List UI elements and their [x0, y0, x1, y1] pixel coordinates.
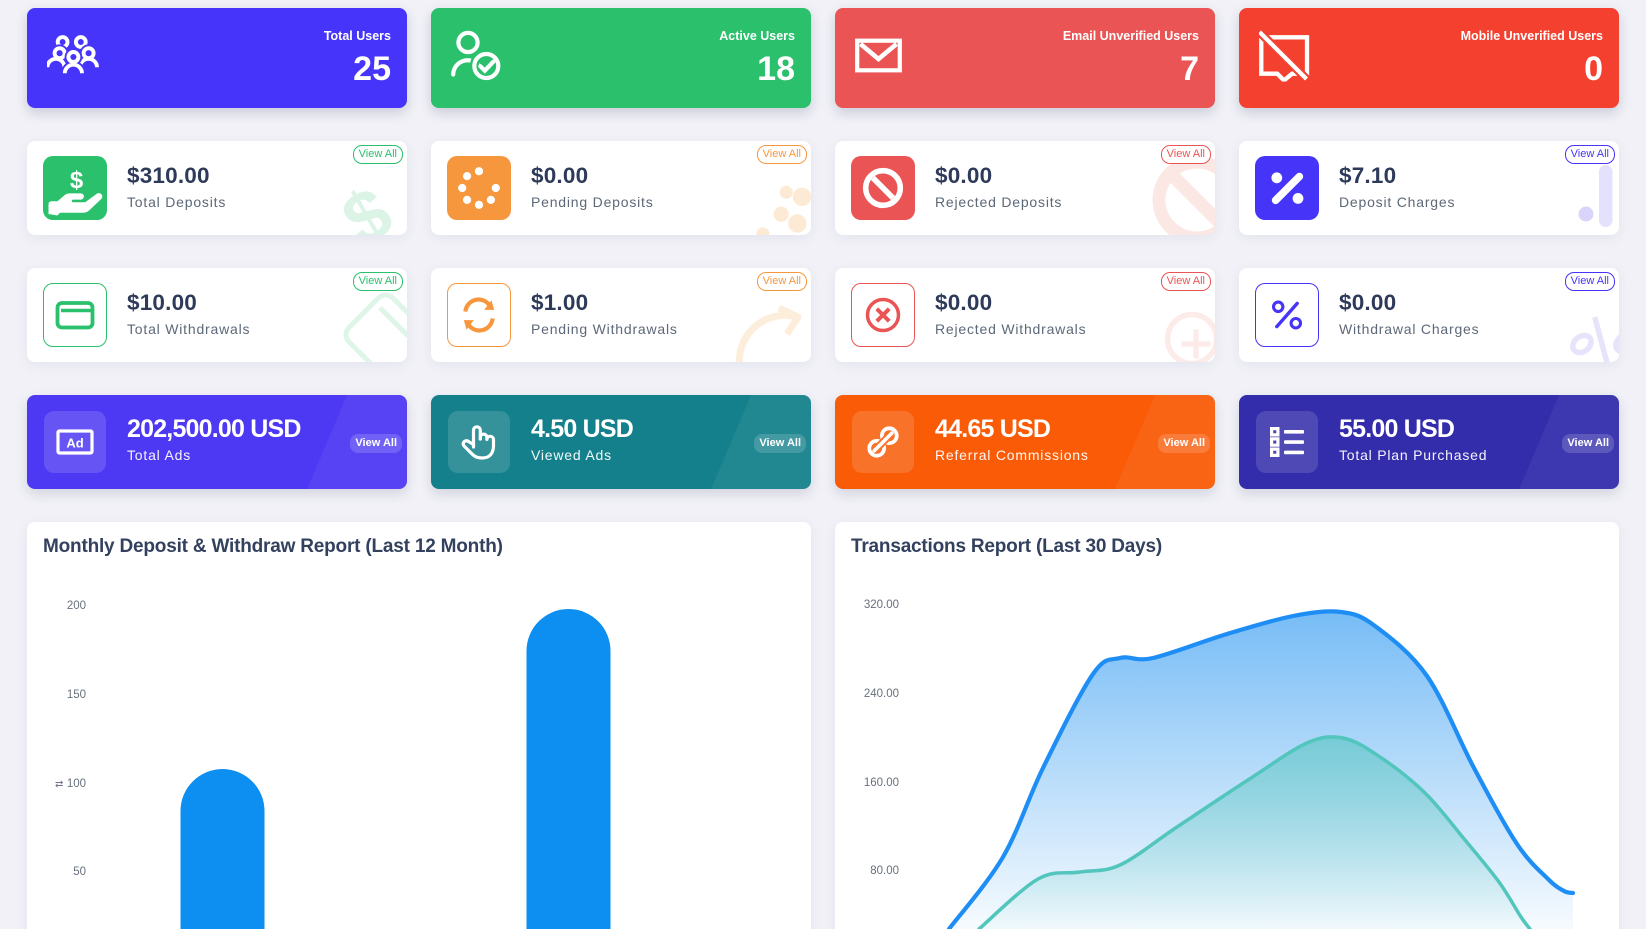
svg-text:Ad: Ad	[66, 436, 83, 451]
svg-text:$: $	[70, 167, 84, 194]
svg-text:$: $	[333, 171, 406, 235]
svg-text:⇄: ⇄	[55, 779, 63, 790]
